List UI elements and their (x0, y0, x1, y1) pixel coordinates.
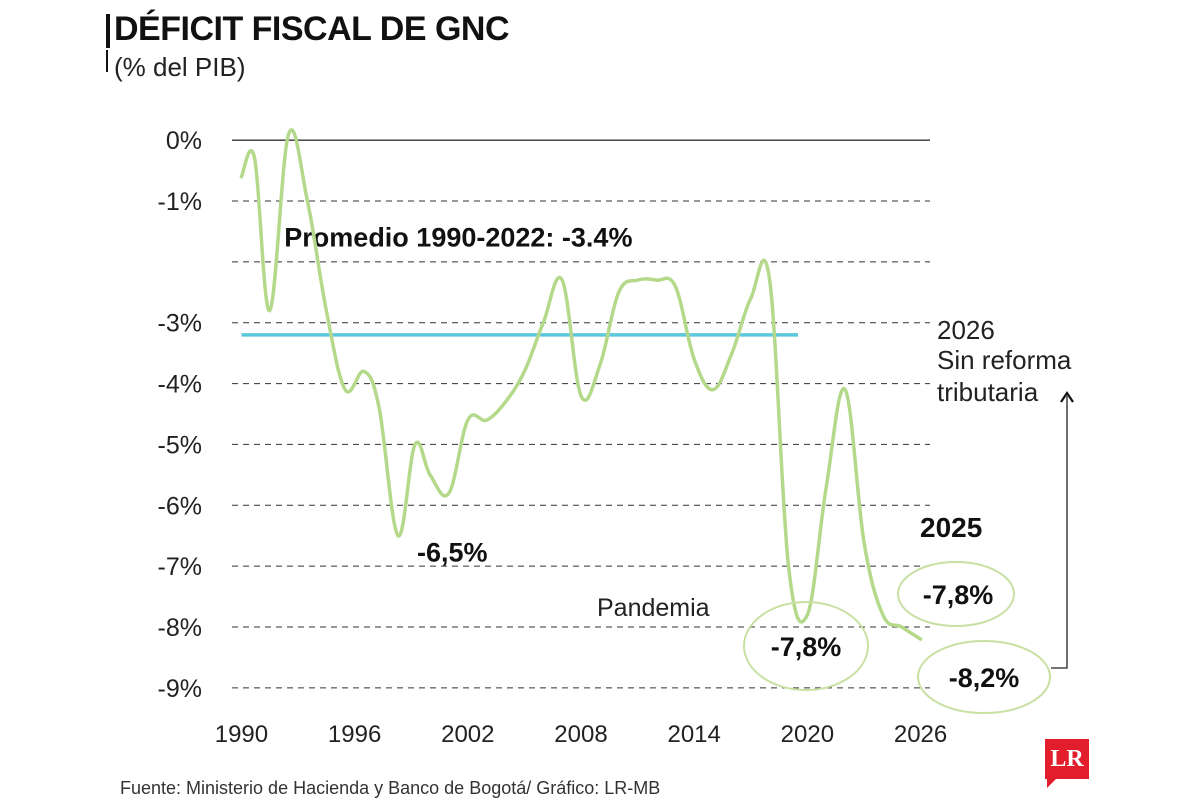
lr-logo: LR (1045, 739, 1089, 779)
annotation-2026-value: -8,2% (949, 663, 1020, 693)
y-tick-label: 0% (166, 127, 202, 155)
lr-logo-text: LR (1050, 745, 1084, 772)
series-line (239, 128, 923, 641)
annotation-min-1999: -6,5% (417, 538, 488, 568)
chart-title: DÉFICIT FISCAL DE GNC (114, 10, 510, 48)
annotation-pandemia: Pandemia (597, 594, 710, 622)
average-label: Promedio 1990-2022: -3.4% (284, 222, 632, 252)
annotation-2025-label: 2025 (920, 512, 982, 543)
highlight-ellipse-2026 (917, 640, 1051, 714)
highlight-ellipse-2020 (743, 601, 869, 691)
x-tick-label: 2014 (667, 721, 720, 748)
y-tick-label: -4% (158, 371, 202, 399)
annotation-2025-value: -7,8% (923, 580, 994, 610)
x-tick-label: 2026 (894, 721, 947, 748)
x-tick-label: 2020 (781, 721, 834, 748)
y-tick-label: -7% (158, 553, 202, 581)
subtitle-accent-bar (106, 50, 108, 72)
x-tick-label: 1996 (328, 721, 381, 748)
title-accent-bar (106, 14, 110, 48)
lr-logo-tail (1047, 778, 1057, 788)
note-2026-line: tributaria (937, 377, 1039, 407)
source-note: Fuente: Ministerio de Hacienda y Banco d… (120, 778, 661, 798)
note-2026-line: 2026 (937, 315, 995, 345)
y-tick-label: -8% (158, 614, 202, 642)
annotation-2020-value: -7,8% (771, 632, 842, 662)
x-tick-label: 2008 (554, 721, 607, 748)
y-tick-label: -9% (158, 675, 202, 703)
note-2026-line: Sin reforma (937, 345, 1072, 375)
y-tick-label: -3% (158, 310, 202, 338)
y-tick-label: -1% (158, 188, 202, 216)
x-tick-label: 1990 (215, 721, 268, 748)
note-connector-line (1051, 396, 1068, 669)
y-tick-label: -5% (158, 431, 202, 459)
highlight-ellipse-2025 (897, 561, 1015, 627)
y-tick-label: -6% (158, 492, 202, 520)
chart-subtitle: (% del PIB) (114, 52, 246, 82)
note-arrow-head (1060, 391, 1074, 403)
x-tick-label: 2002 (441, 721, 494, 748)
